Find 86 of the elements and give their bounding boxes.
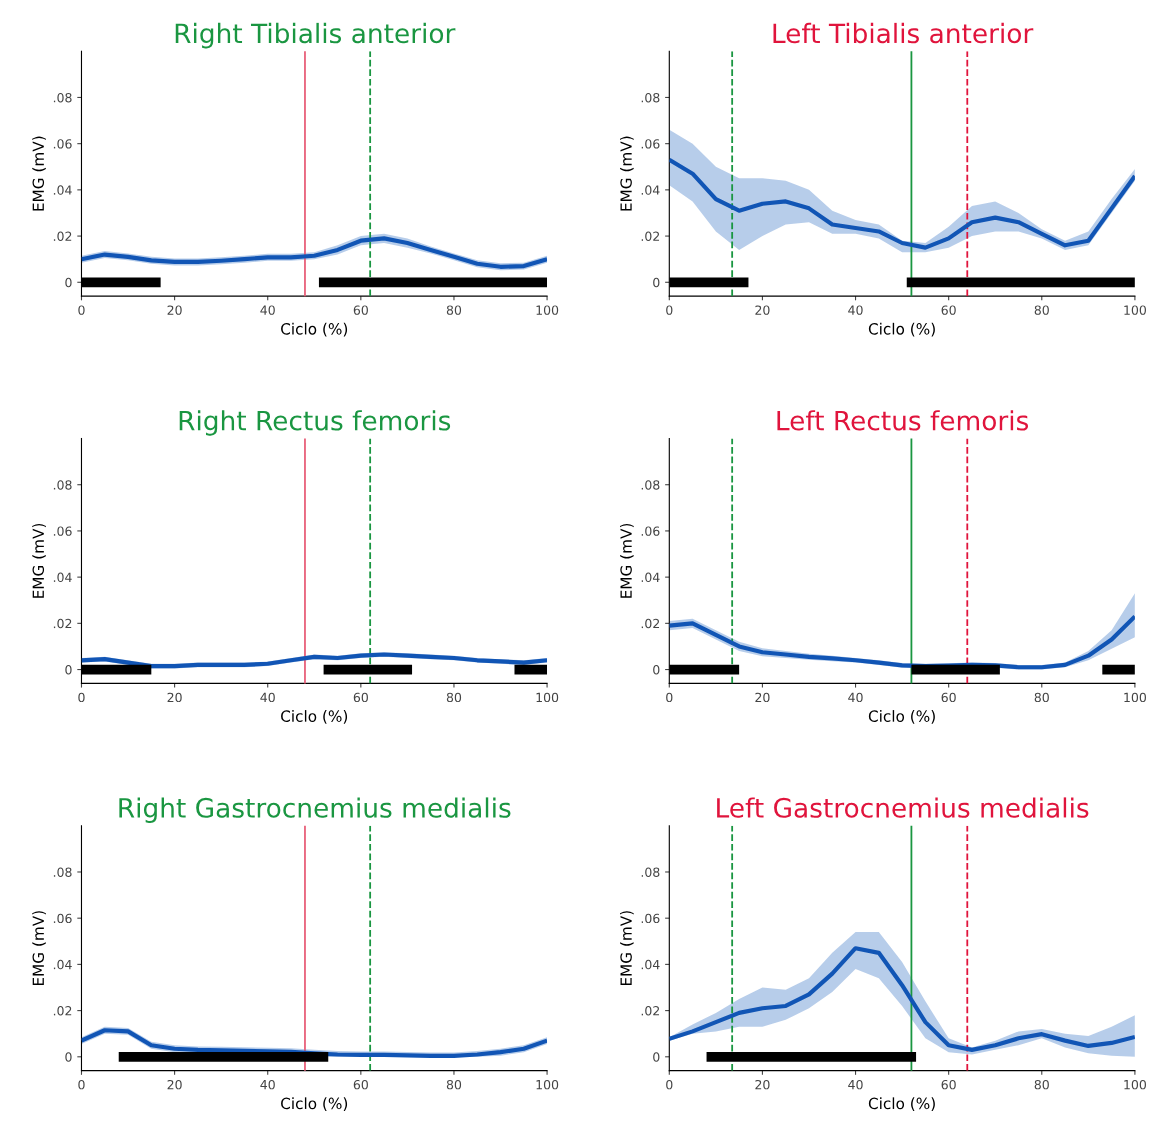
x-tick-label: 0 bbox=[78, 692, 85, 703]
x-tick-label: 80 bbox=[1034, 1079, 1049, 1090]
y-tick-label: .06 bbox=[53, 139, 72, 149]
x-tick-label: 40 bbox=[260, 305, 275, 315]
y-tick-label: .06 bbox=[641, 139, 660, 149]
y-axis-title: EMG (mV) bbox=[32, 911, 46, 986]
y-tick-label: .08 bbox=[53, 480, 72, 490]
x-axis-title: Ciclo (%) bbox=[868, 1097, 935, 1111]
y-tick-label: .04 bbox=[53, 572, 72, 583]
y-axis-title: EMG (mV) bbox=[620, 911, 634, 986]
y-tick-label: .02 bbox=[53, 618, 72, 629]
y-tick-label: .04 bbox=[641, 572, 660, 583]
y-tick-label: .04 bbox=[53, 959, 72, 970]
y-tick-label: 0 bbox=[653, 277, 660, 288]
chart-title: Left Tibialis anterior bbox=[773, 22, 1034, 44]
chart-title: Left Rectus femoris bbox=[777, 410, 1029, 431]
x-tick-label: 0 bbox=[78, 305, 85, 315]
x-tick-label: 40 bbox=[260, 1079, 275, 1090]
y-tick-label: .04 bbox=[641, 185, 660, 195]
x-tick-label: 60 bbox=[941, 1079, 956, 1090]
y-tick-label: .06 bbox=[641, 526, 660, 536]
x-tick-label: 100 bbox=[536, 692, 559, 703]
chart-title: Right Rectus femoris bbox=[179, 410, 451, 436]
x-tick-label: 100 bbox=[1124, 1079, 1146, 1090]
y-tick-label: .08 bbox=[641, 480, 660, 490]
y-tick-label: 0 bbox=[653, 665, 660, 675]
x-tick-label: 60 bbox=[353, 305, 368, 315]
y-tick-label: .02 bbox=[53, 231, 72, 241]
x-tick-label: 40 bbox=[848, 305, 863, 315]
x-axis-title: Ciclo (%) bbox=[281, 710, 348, 724]
x-axis-title: Ciclo (%) bbox=[281, 322, 348, 337]
y-tick-label: .04 bbox=[53, 185, 72, 195]
x-tick-label: 40 bbox=[848, 1079, 863, 1090]
x-tick-label: 80 bbox=[446, 1079, 462, 1090]
y-tick-label: .06 bbox=[53, 913, 72, 924]
y-tick-label: 0 bbox=[65, 277, 72, 288]
y-tick-label: .08 bbox=[641, 867, 660, 877]
x-tick-label: 80 bbox=[1034, 692, 1049, 703]
x-tick-label: 0 bbox=[78, 1079, 85, 1090]
x-tick-label: 20 bbox=[167, 692, 182, 703]
x-tick-label: 100 bbox=[1124, 692, 1146, 703]
y-tick-label: .06 bbox=[53, 526, 72, 536]
chart-title: Right Tibialis anterior bbox=[175, 22, 456, 49]
x-tick-label: 0 bbox=[666, 692, 673, 703]
y-axis-title: EMG (mV) bbox=[620, 523, 634, 598]
chart-title: Left Gastrocnemius medialis bbox=[717, 797, 1089, 818]
y-tick-label: .02 bbox=[53, 1006, 72, 1016]
x-tick-label: 20 bbox=[755, 305, 770, 315]
x-axis-title: Ciclo (%) bbox=[868, 322, 935, 337]
x-tick-label: 20 bbox=[755, 692, 770, 703]
line-series bbox=[669, 157, 1135, 250]
y-tick-label: 0 bbox=[653, 1052, 660, 1062]
y-tick-label: .02 bbox=[641, 618, 660, 629]
x-tick-label: 80 bbox=[1034, 305, 1049, 315]
x-tick-label: 100 bbox=[536, 1079, 559, 1090]
y-tick-label: .04 bbox=[641, 959, 660, 970]
x-tick-label: 20 bbox=[167, 305, 182, 315]
y-axis-title: EMG (mV) bbox=[32, 523, 46, 598]
x-tick-label: 80 bbox=[446, 305, 462, 315]
chart-title: Right Gastrocnemius medialis bbox=[119, 797, 511, 823]
y-tick-label: 0 bbox=[65, 665, 72, 675]
x-tick-label: 100 bbox=[1124, 305, 1146, 315]
x-tick-label: 0 bbox=[666, 1079, 673, 1090]
x-axis-title: Ciclo (%) bbox=[281, 1097, 348, 1111]
x-tick-label: 40 bbox=[260, 692, 275, 703]
y-tick-label: .08 bbox=[53, 867, 72, 877]
x-tick-label: 100 bbox=[536, 305, 559, 315]
x-tick-label: 60 bbox=[353, 1079, 368, 1090]
x-tick-label: 60 bbox=[941, 305, 956, 315]
y-tick-label: .08 bbox=[641, 92, 660, 103]
y-tick-label: .08 bbox=[53, 92, 72, 103]
y-tick-label: 0 bbox=[65, 1052, 72, 1062]
y-tick-label: .06 bbox=[641, 913, 660, 924]
x-tick-label: 80 bbox=[446, 692, 462, 703]
x-tick-label: 60 bbox=[353, 692, 368, 703]
x-tick-label: 40 bbox=[848, 692, 863, 703]
y-tick-label: .02 bbox=[641, 231, 660, 241]
x-tick-label: 60 bbox=[941, 692, 956, 703]
x-axis-title: Ciclo (%) bbox=[868, 710, 935, 724]
y-axis-title: EMG (mV) bbox=[620, 136, 634, 211]
y-tick-label: .02 bbox=[641, 1006, 660, 1016]
x-tick-label: 20 bbox=[755, 1079, 770, 1090]
x-tick-label: 0 bbox=[666, 305, 673, 315]
x-tick-label: 20 bbox=[167, 1079, 182, 1090]
line-series bbox=[669, 946, 1135, 1052]
y-axis-title: EMG (mV) bbox=[32, 136, 46, 211]
